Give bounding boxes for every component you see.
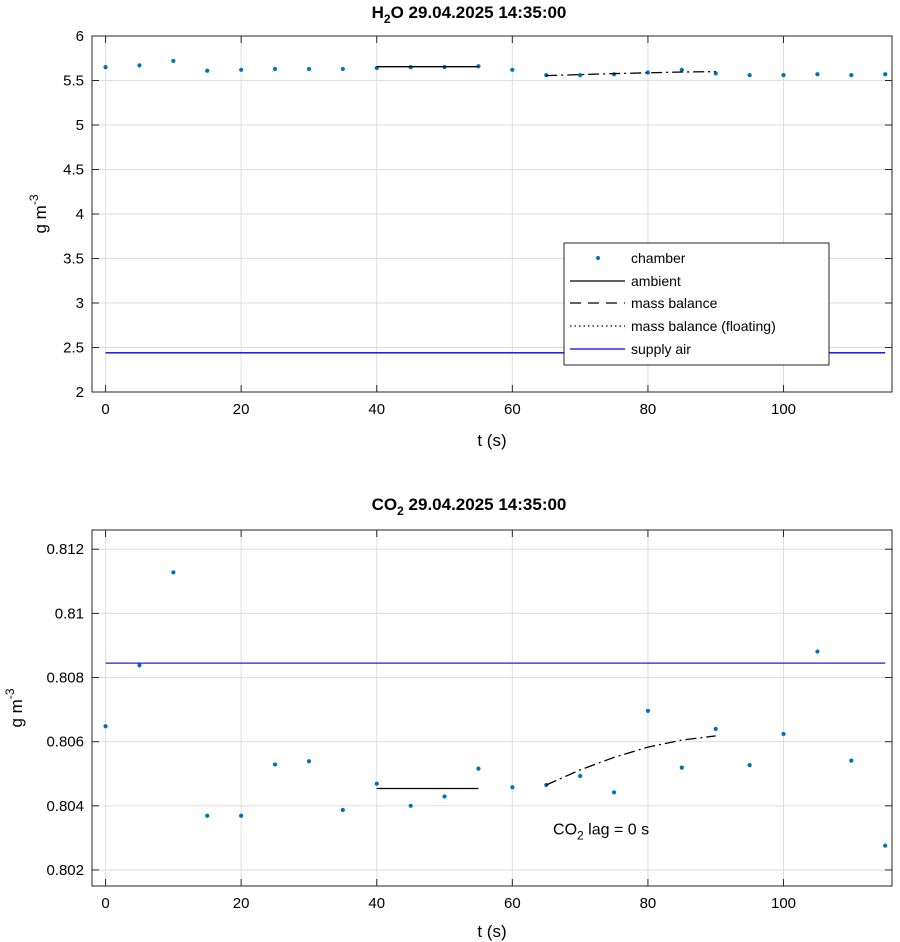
- h2o-mass-balance-line: [546, 70, 716, 77]
- co2-chamber-point: [340, 807, 345, 813]
- h2o-chamber-point: [205, 68, 210, 73]
- co2-chamber-point: [611, 790, 617, 795]
- h2o-x-tick-label: 100: [771, 401, 796, 418]
- h2o-y-tick-label: 4: [76, 206, 84, 223]
- legend-supply-air-label: supply air: [631, 341, 691, 357]
- co2-chamber-point: [883, 843, 888, 848]
- co2-x-tick-label: 0: [101, 895, 109, 912]
- legend: chamber ambient mass balance mass balanc…: [563, 242, 830, 366]
- co2-panel: 0 20 40 60 80 100 0.802 0.804 0.806 0.808 0.81 0.81…: [3, 495, 893, 941]
- legend-chamber-marker: [596, 256, 600, 260]
- co2-chamber-point: [306, 759, 312, 764]
- co2-x-tick-label: 60: [504, 895, 521, 912]
- co2-plot-area: [92, 530, 892, 886]
- co2-title: CO2 29.04.2025 14:35:00: [372, 495, 567, 518]
- co2-ticks: 0 20 40 60 80 100 0.802 0.804 0.806 0.808 0.81 0.81…: [46, 530, 892, 912]
- legend-mass-balance-label: mass balance: [631, 295, 718, 311]
- h2o-y-tick-label: 5.5: [63, 73, 84, 90]
- h2o-chamber-point: [103, 65, 108, 70]
- co2-chamber-point: [103, 724, 108, 729]
- co2-chamber-point: [578, 773, 583, 779]
- h2o-chamber-point: [645, 70, 651, 75]
- h2o-y-tick-label: 2: [76, 384, 84, 401]
- legend-chamber-label: chamber: [631, 250, 686, 266]
- co2-chamber-point: [442, 794, 447, 799]
- co2-marks: [103, 570, 888, 848]
- legend-mass-balance-floating-label: mass balance (floating): [631, 318, 776, 334]
- legend-ambient-label: ambient: [631, 273, 681, 289]
- h2o-chamber-point: [578, 73, 583, 78]
- co2-chamber-point: [510, 785, 515, 790]
- co2-chamber-point: [781, 731, 786, 737]
- co2-y-tick-label: 0.802: [46, 862, 84, 879]
- co2-x-axis-label: t (s): [477, 922, 506, 941]
- co2-grid: [92, 530, 892, 886]
- h2o-chamber-point: [137, 63, 142, 68]
- co2-chamber-point: [205, 813, 210, 818]
- co2-chamber-point: [408, 803, 413, 808]
- h2o-y-tick-label: 3.5: [63, 251, 84, 268]
- h2o-ticks: 0 20 40 60 80 100 2 2.5 3 3.5 4 4.5 5 5.5 6: [63, 28, 892, 418]
- co2-mass-balance-line: [545, 735, 716, 786]
- co2-chamber-point: [239, 813, 244, 818]
- co2-plot-frame: [91, 529, 893, 887]
- h2o-chamber-point: [713, 71, 718, 76]
- h2o-y-tick-label: 2.5: [63, 340, 84, 357]
- h2o-title: H2O 29.04.2025 14:35:00: [372, 3, 567, 26]
- co2-chamber-point: [679, 765, 684, 770]
- co2-chamber-point: [747, 762, 752, 768]
- co2-x-tick-label: 80: [640, 895, 657, 912]
- co2-chamber-point: [374, 781, 379, 786]
- co2-x-tick-label: 20: [233, 895, 250, 912]
- h2o-chamber-point: [849, 73, 854, 78]
- co2-y-tick-label: 0.808: [46, 670, 84, 687]
- h2o-chamber-point: [340, 66, 345, 72]
- h2o-x-tick-label: 0: [101, 401, 109, 418]
- co2-chamber-point: [476, 766, 481, 771]
- legend-box: [563, 242, 830, 366]
- co2-y-tick-label: 0.812: [46, 541, 84, 558]
- co2-x-tick-label: 100: [771, 895, 796, 912]
- h2o-chamber-point: [510, 67, 515, 72]
- h2o-y-tick-label: 6: [76, 28, 84, 45]
- h2o-y-axis-label: g m-3: [27, 194, 50, 233]
- co2-chamber-point: [645, 708, 651, 713]
- co2-chamber-point: [815, 649, 820, 654]
- h2o-chamber-point: [239, 67, 244, 72]
- co2-chamber-point: [272, 762, 278, 767]
- h2o-panel: 0 20 40 60 80 100 2 2.5 3 3.5 4 4.5 5 5.5 6 H2O 29.04.…: [27, 3, 893, 450]
- h2o-x-tick-label: 80: [640, 401, 657, 418]
- h2o-y-tick-label: 4.5: [63, 162, 84, 179]
- h2o-x-tick-label: 20: [233, 401, 250, 418]
- co2-y-axis-label: g m-3: [3, 688, 26, 727]
- h2o-chamber-point: [679, 67, 684, 72]
- h2o-chamber-point: [747, 73, 752, 78]
- h2o-y-tick-label: 5: [76, 117, 84, 134]
- co2-y-tick-label: 0.81: [55, 605, 84, 622]
- co2-chamber-point: [849, 758, 854, 763]
- co2-chamber-point: [713, 726, 718, 731]
- co2-lag-annotation: CO2 lag = 0 s: [553, 822, 649, 843]
- h2o-x-tick-label: 40: [368, 401, 385, 418]
- co2-y-tick-label: 0.804: [46, 798, 84, 815]
- co2-y-tick-label: 0.806: [46, 734, 84, 751]
- h2o-chamber-point: [781, 73, 786, 78]
- co2-chamber-point: [137, 663, 142, 668]
- co2-chamber-point: [171, 570, 176, 575]
- h2o-x-tick-label: 60: [504, 401, 521, 418]
- h2o-chamber-point: [883, 72, 888, 77]
- h2o-chamber-point: [815, 72, 820, 77]
- h2o-y-tick-label: 3: [76, 295, 84, 312]
- h2o-chamber-point: [272, 66, 278, 72]
- h2o-chamber-point: [171, 58, 176, 64]
- h2o-chamber-point: [306, 66, 312, 72]
- h2o-x-axis-label: t (s): [477, 431, 506, 450]
- co2-x-tick-label: 40: [368, 895, 385, 912]
